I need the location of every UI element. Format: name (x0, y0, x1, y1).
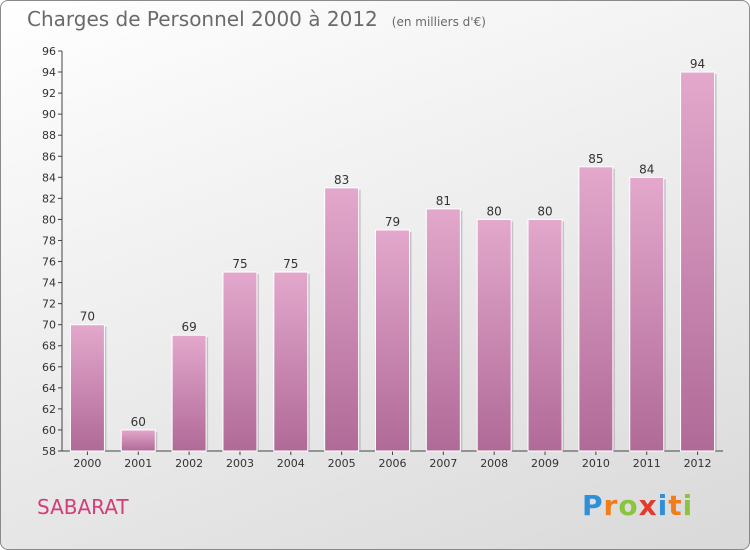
chart-title-text: Charges de Personnel 2000 à 2012 (27, 7, 378, 31)
bar (69, 324, 105, 452)
proxiti-logo: Proxiti (582, 489, 693, 522)
data-label: 60 (131, 415, 146, 429)
bar (120, 429, 156, 452)
y-tick-label: 92 (42, 87, 56, 100)
chart-axes: 58 60 62 64 66 68 70 72 74 76 78 80 82 84 86 88 90 92 94 96 (42, 45, 723, 458)
y-tick-label: 90 (42, 108, 56, 121)
bar (375, 229, 410, 452)
x-tick-label: 2010 (582, 457, 610, 470)
bar (273, 271, 309, 452)
y-tick-label: 96 (42, 45, 56, 58)
x-tick-label: 2011 (633, 457, 661, 470)
y-tick-label: 72 (42, 298, 56, 311)
x-tick-label: 2004 (277, 457, 305, 470)
logo-letter: o (618, 489, 639, 522)
logo-letter: t (668, 489, 683, 522)
y-tick-label: 78 (42, 234, 56, 247)
bar (171, 334, 207, 452)
x-tick-label: 2008 (480, 457, 508, 470)
data-label: 94 (690, 57, 705, 71)
y-tick-label: 80 (42, 213, 56, 226)
logo-letter: P (582, 489, 604, 522)
y-tick-label: 68 (42, 340, 56, 353)
x-tick-label: 2012 (684, 457, 712, 470)
y-tick-label: 76 (42, 256, 56, 269)
commune-name: SABARAT (37, 495, 129, 519)
logo-letter: x (638, 489, 658, 522)
x-tick-label: 2006 (379, 457, 407, 470)
chart-labels: 2000 70 2001 60 2002 69 2003 75 2004 75 2005 83 2006… (73, 57, 711, 470)
y-tick-label: 86 (42, 150, 56, 163)
x-tick-label: 2000 (73, 457, 101, 470)
bar (324, 187, 360, 452)
x-tick-label: 2005 (328, 457, 356, 470)
y-tick-label: 70 (42, 319, 56, 332)
data-label: 75 (283, 257, 298, 271)
data-label: 85 (588, 152, 603, 166)
bar (629, 176, 665, 452)
data-label: 69 (181, 320, 196, 334)
data-label: 79 (385, 215, 400, 229)
bar (680, 71, 716, 452)
x-tick-label: 2002 (175, 457, 203, 470)
y-tick-label: 84 (42, 171, 56, 184)
data-label: 80 (487, 204, 502, 218)
y-tick-label: 82 (42, 192, 56, 205)
bar (578, 166, 614, 452)
data-label: 83 (334, 173, 349, 187)
y-tick-label: 74 (42, 277, 56, 290)
data-label: 80 (537, 204, 552, 218)
chart-title: Charges de Personnel 2000 à 2012 (en mill… (27, 7, 486, 31)
bar (222, 271, 258, 452)
data-label: 81 (436, 194, 451, 208)
logo-letter: i (657, 489, 669, 522)
x-tick-label: 2003 (226, 457, 254, 470)
data-label: 84 (639, 162, 654, 176)
chart-subtitle: (en milliers d'€) (391, 15, 486, 29)
bar (527, 218, 563, 452)
data-label: 75 (232, 257, 247, 271)
chart-bars (69, 71, 717, 452)
y-tick-label: 58 (42, 445, 56, 458)
x-tick-label: 2007 (429, 457, 457, 470)
x-tick-label: 2009 (531, 457, 559, 470)
bar (476, 218, 512, 452)
bar (425, 208, 461, 452)
y-tick-label: 60 (42, 424, 56, 437)
logo-letter: r (603, 489, 619, 522)
y-tick-label: 62 (42, 403, 56, 416)
y-tick-label: 64 (42, 382, 56, 395)
y-tick-label: 66 (42, 361, 56, 374)
y-tick-label: 94 (42, 66, 56, 79)
y-tick-label: 88 (42, 129, 56, 142)
x-tick-label: 2001 (124, 457, 152, 470)
logo-letter: i (682, 489, 694, 522)
data-label: 70 (80, 310, 95, 324)
